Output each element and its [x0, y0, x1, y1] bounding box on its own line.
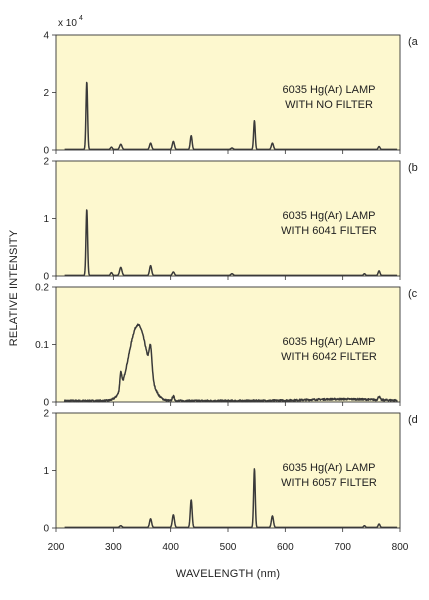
y-tick-label: 1: [43, 466, 49, 477]
panel-1: 0 1 2 6035 Hg(Ar) LAMP WITH 6041 FILTER (b: [43, 157, 417, 283]
panel-0: 0 2 4 6035 Hg(Ar) LAMP WITH NO FILTER (a: [43, 31, 418, 157]
panel-annotation-line: WITH 6042 FILTER: [281, 351, 377, 363]
spectrum-line: [64, 468, 398, 529]
spectrum-line: [64, 81, 398, 151]
panel-label: (d: [408, 414, 418, 426]
y-tick-label: 1: [43, 214, 49, 225]
x-tick-label: 200: [48, 542, 65, 553]
panel-label: (c: [408, 288, 418, 300]
panel-annotation-line: 6035 Hg(Ar) LAMP: [283, 336, 376, 348]
y-tick-label: 2: [43, 88, 49, 99]
y-tick-label: 0: [43, 398, 49, 409]
x-tick-label: 600: [277, 542, 294, 553]
panel-label: (b: [408, 162, 418, 174]
scale-note-text: x 10: [58, 18, 77, 29]
panel-annotation-line: 6035 Hg(Ar) LAMP: [283, 84, 376, 96]
panel-annotation-line: WITH NO FILTER: [285, 99, 373, 111]
x-tick-label: 300: [105, 542, 122, 553]
scale-note: x 10 4: [58, 15, 83, 29]
y-tick-label: 4: [43, 31, 49, 42]
y-tick-label: 0: [43, 272, 49, 283]
plot-area: [55, 160, 401, 277]
x-axis-label: WAVELENGTH (nm): [176, 568, 280, 580]
scale-note-exponent: 4: [79, 15, 83, 22]
spectrum-line: [63, 323, 398, 403]
x-tick-label: 500: [220, 542, 237, 553]
panel-label: (a: [408, 36, 419, 48]
panel-annotation-line: 6035 Hg(Ar) LAMP: [283, 210, 376, 222]
x-tick-label: 700: [334, 542, 351, 553]
x-tick-label: 800: [392, 542, 409, 553]
y-tick-label: 2: [43, 157, 49, 168]
y-tick-label: 0.2: [35, 283, 49, 294]
panel-3: 0 1 2 200 300 400 500 600 700 800 6035 Hg(Ar) LAMP…: [43, 409, 417, 554]
panel-annotation-line: 6035 Hg(Ar) LAMP: [283, 462, 376, 474]
y-axis-label: RELATIVE INTENSITY: [8, 229, 20, 346]
y-tick-label: 0: [43, 146, 49, 157]
panel-annotation-line: WITH 6041 FILTER: [281, 225, 377, 237]
y-tick-label: 0: [43, 524, 49, 535]
y-tick-label: 0.1: [35, 340, 49, 351]
panel-annotation-line: WITH 6057 FILTER: [281, 477, 377, 489]
x-tick-label: 400: [162, 542, 179, 553]
panel-2: 0 0.1 0.2 6035 Hg(Ar) LAMP WITH 6042 FILTER (…: [35, 283, 418, 409]
plot-area: [55, 412, 401, 529]
y-tick-label: 2: [43, 409, 49, 420]
spectrum-line: [64, 209, 398, 277]
plot-area: [55, 34, 401, 151]
plot-area: [55, 286, 401, 403]
